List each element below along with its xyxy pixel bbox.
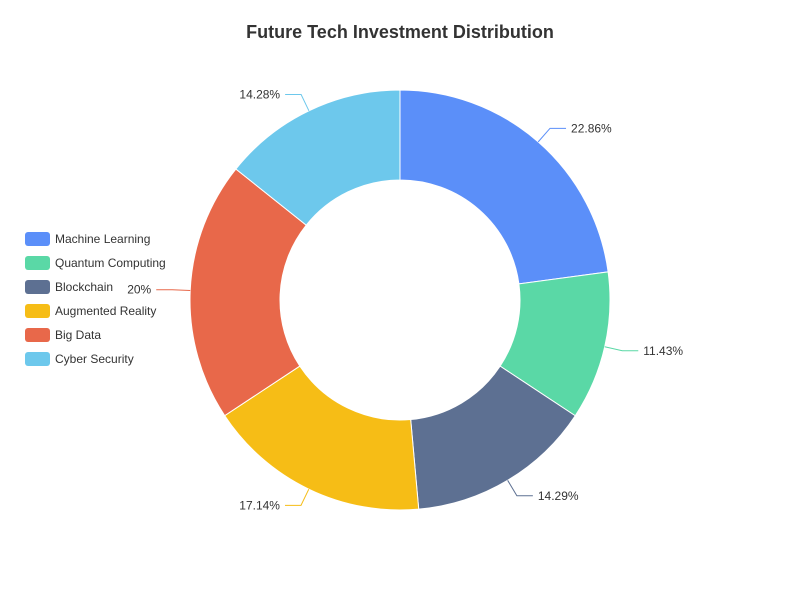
legend-swatch <box>25 232 50 246</box>
legend-label: Big Data <box>55 328 101 342</box>
legend-item-cyber-security[interactable]: Cyber Security <box>25 352 134 366</box>
slice-machine-learning[interactable] <box>400 90 608 284</box>
legend-item-machine-learning[interactable]: Machine Learning <box>25 232 150 246</box>
data-label-big-data: 20% <box>127 283 151 297</box>
legend-item-blockchain[interactable]: Blockchain <box>25 280 113 294</box>
leader-line-cyber-security <box>285 95 309 111</box>
legend-label: Machine Learning <box>55 232 150 246</box>
legend-label: Cyber Security <box>55 352 134 366</box>
leader-line-quantum-computing <box>605 347 639 351</box>
leader-line-augmented-reality <box>285 489 309 505</box>
legend-swatch <box>25 280 50 294</box>
data-label-cyber-security: 14.28% <box>239 88 280 102</box>
leader-line-machine-learning <box>538 128 566 142</box>
data-label-augmented-reality: 17.14% <box>239 498 280 512</box>
legend-swatch <box>25 328 50 342</box>
legend: Machine Learning Quantum Computing Blockch… <box>25 232 166 366</box>
legend-label: Quantum Computing <box>55 256 166 270</box>
data-label-blockchain: 14.29% <box>538 489 579 503</box>
chart-title: Future Tech Investment Distribution <box>246 22 554 42</box>
legend-item-augmented-reality[interactable]: Augmented Reality <box>25 304 156 318</box>
slices-group <box>190 90 610 510</box>
leader-line-big-data <box>156 290 190 291</box>
legend-item-quantum-computing[interactable]: Quantum Computing <box>25 256 166 270</box>
legend-swatch <box>25 304 50 318</box>
legend-label: Augmented Reality <box>55 304 156 318</box>
data-label-machine-learning: 22.86% <box>571 121 612 135</box>
data-label-quantum-computing: 11.43% <box>643 344 683 358</box>
legend-swatch <box>25 352 50 366</box>
legend-swatch <box>25 256 50 270</box>
leader-line-blockchain <box>508 480 533 495</box>
legend-item-big-data[interactable]: Big Data <box>25 328 101 342</box>
legend-label: Blockchain <box>55 280 113 294</box>
